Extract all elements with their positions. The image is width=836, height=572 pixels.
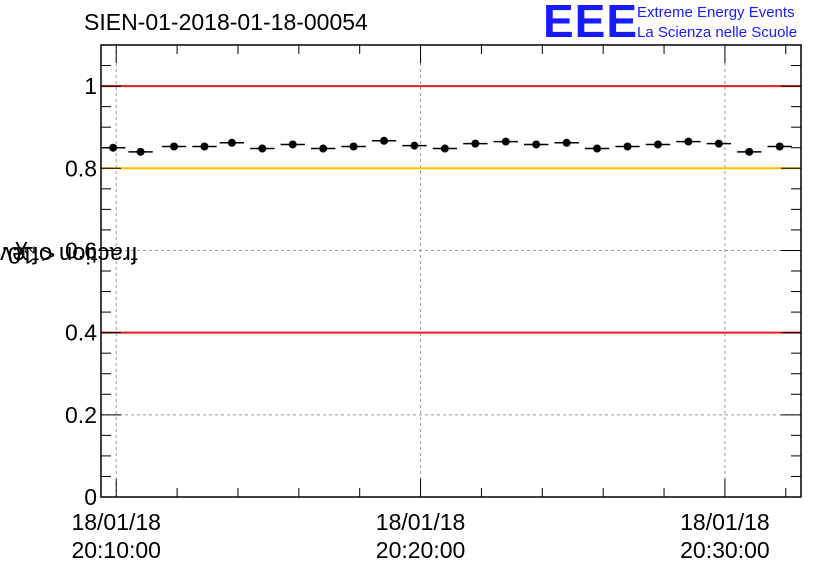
data-point [227, 138, 236, 147]
x-tick-label-date: 18/01/18 [71, 509, 161, 535]
data-point [136, 147, 145, 156]
data-point [380, 136, 389, 145]
data-point [288, 140, 297, 149]
x-tick-label-date: 18/01/18 [680, 509, 770, 535]
plot-frame [100, 44, 802, 498]
eee-logo: EEE Extreme Energy Events La Scienza nel… [543, 0, 833, 47]
x-tick-label-time: 20:10:00 [71, 537, 161, 563]
logo-line-1: Extreme Energy Events [637, 4, 795, 21]
data-point [775, 142, 784, 151]
data-point [623, 142, 632, 151]
data-point [653, 140, 662, 149]
logo-line-2: La Scienza nelle Scuole [637, 24, 798, 41]
y-tick-label: 0.4 [65, 320, 97, 346]
data-point [200, 142, 209, 151]
data-point [501, 137, 510, 146]
x-tick-label-time: 20:20:00 [376, 537, 466, 563]
x-tick-label-date: 18/01/18 [376, 509, 466, 535]
y-tick-label: 0 [84, 484, 97, 510]
data-point [471, 139, 480, 148]
data-point [562, 138, 571, 147]
data-point [170, 142, 179, 151]
data-point [532, 140, 541, 149]
data-point [349, 142, 358, 151]
y-tick-label: 0.8 [65, 155, 97, 181]
data-point [258, 144, 267, 153]
chart-title: SIEN-01-2018-01-18-00054 [84, 9, 368, 35]
data-point [440, 144, 449, 153]
data-point [684, 137, 693, 146]
data-point [593, 144, 602, 153]
data-point [745, 147, 754, 156]
eee-logo-mark: EEE [543, 0, 639, 47]
y-tick-label: 0.6 [65, 237, 97, 263]
data-point [109, 143, 118, 152]
data-point [714, 139, 723, 148]
data-point [410, 141, 419, 150]
y-tick-label: 0.2 [65, 402, 97, 428]
data-point [319, 144, 328, 153]
x-tick-label-time: 20:30:00 [680, 537, 770, 563]
y-tick-label: 1 [84, 73, 97, 99]
